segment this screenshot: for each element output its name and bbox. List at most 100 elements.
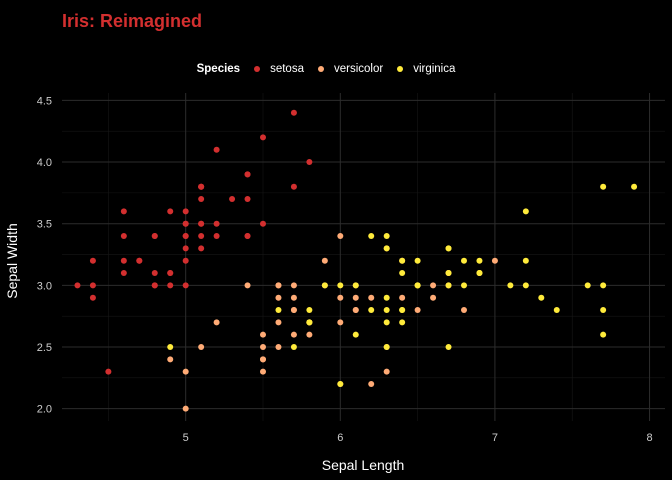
point-setosa xyxy=(182,282,189,289)
point-setosa xyxy=(120,257,127,264)
point-virginica xyxy=(337,282,344,289)
point-setosa xyxy=(89,257,96,264)
point-virginica xyxy=(414,257,421,264)
point-versicolor xyxy=(368,294,375,301)
y-tick-label: 3.5 xyxy=(37,219,52,231)
point-virginica xyxy=(383,245,390,252)
point-setosa xyxy=(120,208,127,215)
x-axis-label: Sepal Length xyxy=(322,457,405,473)
y-tick-label: 4.5 xyxy=(37,95,52,107)
point-virginica xyxy=(522,257,529,264)
point-setosa xyxy=(213,233,220,240)
point-versicolor xyxy=(352,294,359,301)
point-virginica xyxy=(399,319,406,326)
point-setosa xyxy=(244,233,251,240)
point-virginica xyxy=(368,233,375,240)
point-setosa xyxy=(198,233,205,240)
point-versicolor xyxy=(430,282,437,289)
point-versicolor xyxy=(352,307,359,314)
point-versicolor xyxy=(290,282,297,289)
point-versicolor xyxy=(399,294,406,301)
point-setosa xyxy=(290,183,297,190)
y-tick-label: 2.0 xyxy=(37,404,52,416)
point-versicolor xyxy=(213,319,220,326)
point-virginica xyxy=(461,257,467,264)
y-tick-label: 2.5 xyxy=(37,342,52,354)
legend-item-versicolor: versicolor xyxy=(317,63,384,75)
point-virginica xyxy=(600,183,607,190)
point-setosa xyxy=(229,196,236,203)
point-versicolor xyxy=(275,282,282,289)
point-virginica xyxy=(522,282,529,289)
point-virginica xyxy=(522,208,529,215)
point-versicolor xyxy=(260,356,266,363)
x-tick-label: 6 xyxy=(337,432,343,444)
point-setosa xyxy=(198,183,205,190)
point-setosa xyxy=(182,233,189,240)
point-versicolor xyxy=(167,356,174,363)
point-versicolor xyxy=(321,257,328,264)
gridlines xyxy=(62,93,665,421)
point-versicolor xyxy=(368,381,375,388)
point-versicolor xyxy=(430,294,437,301)
point-setosa xyxy=(306,159,313,166)
point-versicolor xyxy=(414,307,421,314)
point-setosa xyxy=(290,109,297,116)
point-virginica xyxy=(538,294,545,301)
point-setosa xyxy=(167,270,174,277)
point-virginica xyxy=(306,307,313,314)
point-versicolor xyxy=(290,294,297,301)
legend-item-setosa: setosa xyxy=(254,63,304,75)
point-versicolor xyxy=(182,368,189,375)
point-setosa xyxy=(182,257,189,264)
point-virginica xyxy=(553,307,560,314)
point-setosa xyxy=(198,245,205,252)
point-virginica xyxy=(337,381,344,388)
point-setosa xyxy=(120,270,127,277)
chart-title: Iris: Reimagined xyxy=(62,11,203,31)
point-versicolor xyxy=(337,233,344,240)
point-versicolor xyxy=(461,307,467,314)
point-setosa xyxy=(213,220,220,227)
point-setosa xyxy=(260,220,266,227)
point-setosa xyxy=(213,146,220,153)
point-versicolor xyxy=(275,344,282,351)
point-versicolor xyxy=(290,331,297,338)
point-versicolor xyxy=(383,368,390,375)
point-virginica xyxy=(445,344,452,351)
y-tick-labels: 2.0 2.5 3.0 3.5 4.0 4.5 xyxy=(37,95,52,415)
point-versicolor xyxy=(306,331,313,338)
point-setosa xyxy=(167,208,174,215)
x-tick-label: 7 xyxy=(492,432,498,444)
point-versicolor xyxy=(260,368,266,375)
point-setosa xyxy=(182,220,189,227)
point-virginica xyxy=(275,307,282,314)
point-setosa xyxy=(244,196,251,203)
point-virginica xyxy=(414,282,421,289)
point-setosa xyxy=(198,196,205,203)
x-tick-label: 8 xyxy=(646,432,652,444)
point-setosa xyxy=(151,270,158,277)
point-virginica xyxy=(352,331,359,338)
point-virginica xyxy=(383,294,390,301)
legend-swatch-versicolor xyxy=(317,66,324,72)
x-tick-label: 5 xyxy=(183,432,189,444)
point-virginica xyxy=(321,282,328,289)
point-setosa xyxy=(151,282,158,289)
point-setosa xyxy=(136,257,143,264)
point-setosa xyxy=(89,294,96,301)
point-setosa xyxy=(167,282,174,289)
point-virginica xyxy=(584,282,591,289)
point-virginica xyxy=(445,270,452,277)
point-virginica xyxy=(600,331,607,338)
point-setosa xyxy=(260,134,266,141)
legend-label-versicolor: versicolor xyxy=(333,63,384,75)
legend-label-setosa: setosa xyxy=(270,63,304,75)
point-virginica xyxy=(600,282,607,289)
point-virginica xyxy=(167,344,174,351)
y-tick-label: 3.0 xyxy=(37,280,52,292)
point-virginica xyxy=(476,270,483,277)
point-versicolor xyxy=(198,344,205,351)
